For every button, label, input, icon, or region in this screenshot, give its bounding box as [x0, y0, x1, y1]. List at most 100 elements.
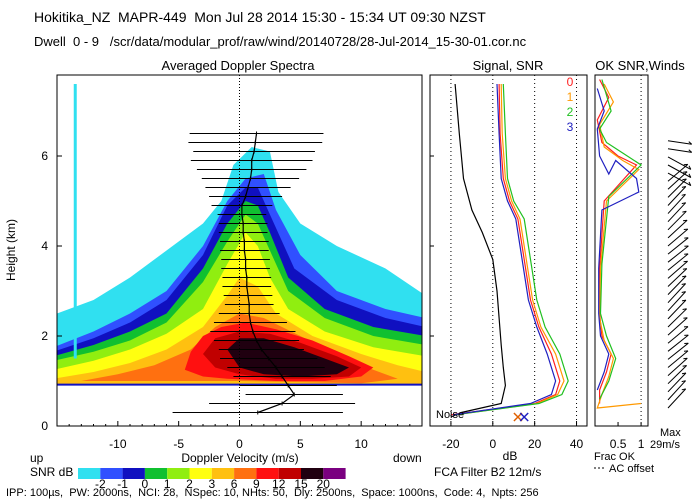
colorbar-value: -1 — [117, 477, 128, 491]
wind-max-label: Max — [660, 427, 681, 439]
y-tick-label: 4 — [41, 239, 48, 253]
wind-barb-head — [688, 165, 692, 170]
colorbar-cell — [78, 468, 101, 479]
wind-barb-head — [688, 149, 693, 153]
colorbar-value: 2 — [186, 477, 193, 491]
colorbar-value: 6 — [231, 477, 238, 491]
signal-x-tick-label: 20 — [528, 437, 542, 451]
wind-barb — [667, 172, 692, 187]
wind-barb — [667, 164, 692, 178]
wind-barb — [667, 350, 689, 368]
signal-xlabel: dB — [503, 449, 518, 463]
wind-barb-head — [683, 260, 688, 263]
signal-x-tick-label: -20 — [442, 437, 460, 451]
colorbar: SNR dB -2 -1 0 1 2 3 6 9 12 15 20 — [30, 465, 346, 491]
colorbar-value: 12 — [272, 477, 286, 491]
wind-barb — [667, 164, 689, 182]
snr-contour-20 — [227, 338, 349, 377]
colorbar-cells — [78, 468, 346, 479]
down-label: down — [393, 451, 422, 465]
wind-barb — [667, 171, 688, 190]
colorbar-cell — [100, 468, 123, 479]
colorbar-cell — [301, 468, 324, 479]
spectra-overlays — [57, 75, 422, 426]
wind-barbs — [667, 140, 693, 409]
signal-series-3 — [452, 83, 557, 416]
ok-title: OK SNR,Winds — [595, 58, 685, 73]
colorbar-value: 1 — [164, 477, 171, 491]
signal-series-1 — [455, 83, 565, 416]
colorbar-cell — [189, 468, 212, 479]
footer-params: IPP: 100µs, PW: 2000ns, NCI: 28, NSpec: … — [6, 487, 539, 499]
wind-barb — [667, 283, 686, 304]
colorbar-value: 20 — [317, 477, 331, 491]
wind-barb — [667, 388, 687, 409]
wind-barb-head — [681, 380, 686, 383]
mean-velocity-line — [241, 133, 296, 414]
wind-barb — [667, 268, 688, 287]
legend-item-3: 3 — [567, 120, 574, 134]
spectra-xlabel: Doppler Velocity (m/s) — [181, 451, 298, 465]
ac-offset-key: AC offset — [594, 463, 654, 475]
wind-barb-head — [688, 181, 692, 186]
signal-x-tick-label: 40 — [570, 437, 584, 451]
ok-series-2 — [598, 79, 643, 400]
x-tick-label: 5 — [297, 437, 304, 451]
wind-barb-head — [682, 268, 687, 270]
wind-barb — [667, 148, 692, 153]
signal-series-signal — [450, 83, 507, 418]
colorbar-value: 3 — [208, 477, 215, 491]
wind-barb — [667, 260, 688, 279]
wind-barb — [667, 228, 689, 247]
wind-barb — [667, 253, 689, 271]
colorbar-value: -2 — [95, 477, 106, 491]
colorbar-value: 9 — [253, 477, 260, 491]
wind-barb — [667, 140, 692, 145]
wind-barb-head — [681, 186, 686, 188]
spectra-ylabel: Height (km) — [4, 219, 18, 281]
signal-series-2 — [455, 83, 569, 416]
wind-barb-head — [681, 291, 686, 293]
wind-barb — [667, 219, 688, 239]
wind-barb — [667, 357, 688, 376]
wind-barb — [667, 245, 689, 263]
wind-barb — [667, 275, 687, 295]
wind-barb — [667, 334, 689, 352]
signal-series-0 — [450, 83, 561, 416]
wind-barb-head — [682, 365, 687, 367]
signal-frame — [429, 74, 588, 427]
wind-barb — [667, 237, 689, 255]
colorbar-cell — [211, 468, 235, 479]
spectra-axes: -10 -5 0 5 10 0 2 4 6 — [41, 149, 411, 451]
legend-item-0: 0 — [567, 75, 574, 89]
fca-label: FCA Filter B2 12m/s — [434, 465, 541, 479]
wind-barb-head — [682, 275, 687, 278]
colorbar-cell — [234, 468, 257, 479]
wind-barb — [667, 202, 687, 223]
wind-barb — [667, 299, 687, 320]
legend-item-1: 1 — [567, 90, 574, 104]
signal-title: Signal, SNR — [473, 58, 544, 73]
wind-barb — [667, 342, 689, 360]
ac-offset-label: AC offset — [609, 463, 654, 475]
colorbar-value: 15 — [294, 477, 308, 491]
wind-barb — [667, 156, 692, 170]
ok-series-0 — [596, 79, 638, 404]
x-tick-label: -5 — [173, 437, 184, 451]
wind-barb-head — [681, 388, 686, 391]
wind-barb-head — [688, 173, 692, 178]
ok-xlabel: Frac OK — [594, 451, 636, 463]
wind-barb — [667, 372, 687, 393]
wind-barb-head — [683, 357, 688, 360]
wind-barb — [667, 326, 689, 344]
colorbar-labels: -2 -1 0 1 2 3 6 9 12 15 20 — [95, 477, 330, 491]
x-tick-label: 10 — [354, 437, 368, 451]
legend-item-2: 2 — [567, 105, 574, 119]
ok-x-tick-label: 1 — [638, 437, 645, 451]
colorbar-value: 0 — [142, 477, 149, 491]
wind-barb-head — [681, 299, 687, 302]
wind-barb — [667, 291, 686, 312]
ok-series — [596, 75, 643, 426]
